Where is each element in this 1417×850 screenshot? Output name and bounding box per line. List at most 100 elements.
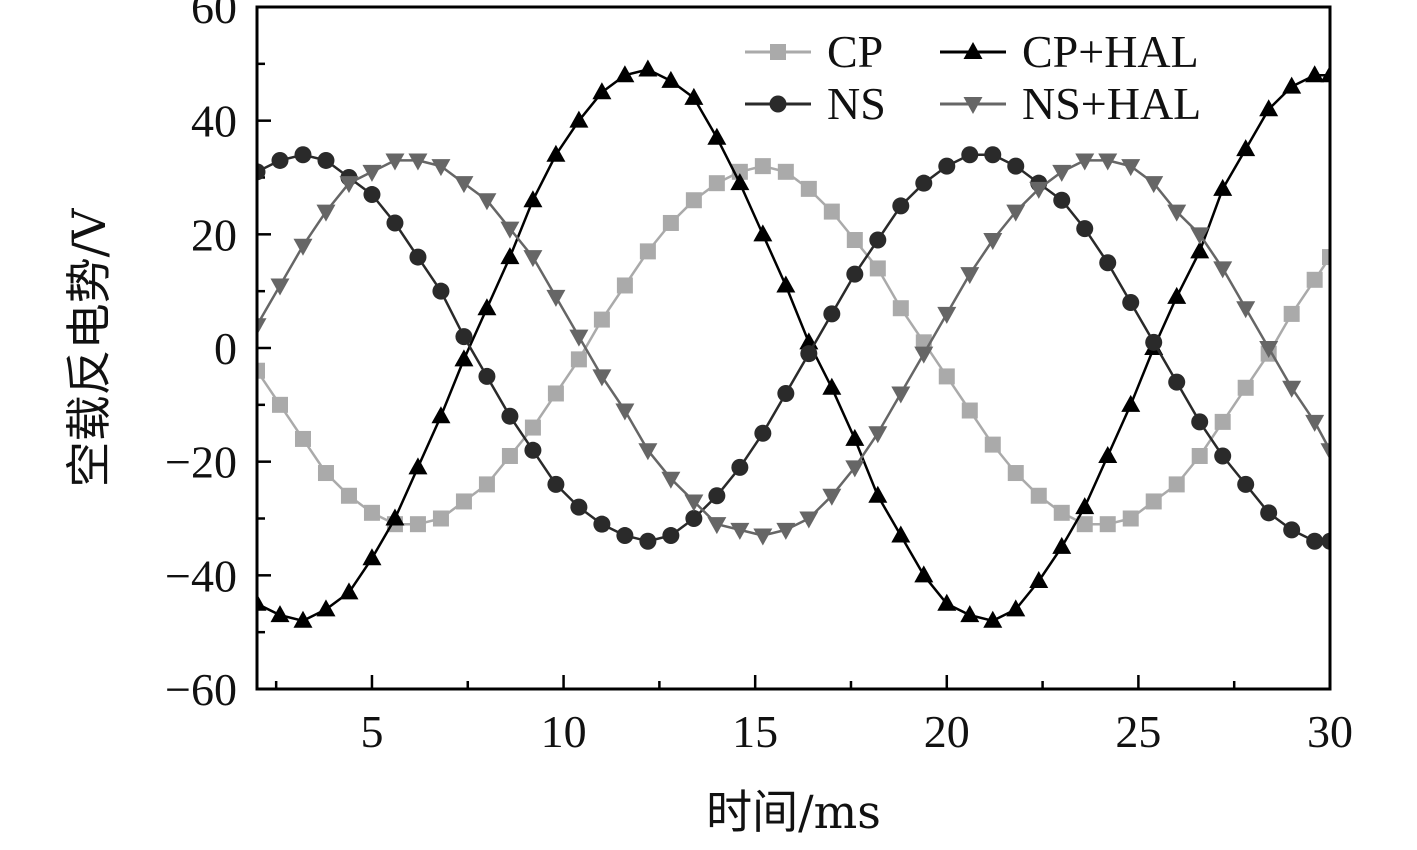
data-point-cp-hal — [1098, 445, 1118, 463]
data-point-cp — [1237, 379, 1254, 396]
data-point-cp-hal — [845, 428, 865, 446]
data-point-cp-hal — [1075, 497, 1095, 515]
data-point-cp-hal — [868, 485, 888, 503]
data-point-cp-hal — [592, 82, 612, 100]
y-tick-label: 20 — [191, 209, 237, 260]
data-point-ns — [1145, 333, 1163, 351]
data-point-cp-hal — [270, 605, 290, 623]
data-point-ns-hal — [592, 369, 612, 387]
data-point-ns — [1214, 447, 1232, 465]
legend-marker-swatch — [770, 44, 786, 60]
data-point-cp — [432, 510, 449, 527]
y-tick-label: 60 — [191, 0, 237, 33]
plot-area-frame — [255, 5, 1332, 691]
data-point-cp — [846, 232, 863, 249]
data-point-cp-hal — [1167, 286, 1187, 304]
data-point-cp-hal — [615, 65, 635, 83]
data-point-cp-hal — [1006, 599, 1026, 617]
data-point-cp-hal — [1305, 65, 1325, 83]
data-point-ns — [386, 214, 404, 232]
data-point-cp — [1099, 516, 1116, 533]
data-point-ns — [708, 487, 726, 505]
data-point-cp — [501, 447, 518, 464]
series-cp — [257, 158, 1330, 533]
data-point-cp-hal — [1320, 65, 1330, 83]
data-point-ns-hal — [454, 176, 474, 194]
x-tick-label: 30 — [1307, 706, 1353, 757]
data-point-ns — [616, 527, 634, 545]
data-point-ns-hal — [1213, 261, 1233, 279]
data-point-ns — [547, 475, 565, 493]
data-point-ns-hal — [730, 522, 750, 540]
data-point-cp-hal — [730, 173, 750, 191]
data-point-ns — [984, 146, 1002, 164]
data-point-ns-hal — [293, 238, 313, 256]
data-point-ns-hal — [1167, 204, 1187, 222]
data-point-cp — [593, 311, 610, 328]
data-point-ns — [432, 282, 450, 300]
data-point-cp-hal — [523, 190, 543, 208]
series-ns — [257, 146, 1330, 550]
data-point-ns-hal — [891, 386, 911, 404]
data-point-ns — [1099, 254, 1117, 272]
legend-label: NS+HAL — [1022, 78, 1201, 129]
data-point-cp — [938, 368, 955, 385]
data-point-ns-hal — [822, 488, 842, 506]
data-point-ns-hal — [1320, 443, 1330, 461]
data-point-ns — [455, 328, 473, 346]
data-point-ns — [777, 384, 795, 402]
data-point-ns-hal — [707, 517, 727, 535]
data-point-cp-hal — [914, 565, 934, 583]
data-point-ns-hal — [1052, 164, 1072, 182]
data-point-cp-hal — [569, 110, 589, 128]
data-point-ns-hal — [753, 528, 773, 546]
data-point-ns — [961, 146, 979, 164]
data-point-cp — [294, 430, 311, 447]
data-point-ns — [1053, 191, 1071, 209]
data-point-ns — [363, 186, 381, 204]
data-point-ns — [892, 197, 910, 215]
data-point-ns — [257, 163, 266, 181]
data-point-cp-hal — [362, 548, 382, 566]
data-point-ns — [1283, 521, 1301, 539]
data-point-cp-hal — [500, 247, 520, 265]
data-point-ns — [1007, 157, 1025, 175]
data-point-cp — [478, 476, 495, 493]
data-point-ns-hal — [638, 443, 658, 461]
data-point-cp-hal — [316, 599, 336, 617]
data-point-cp — [340, 487, 357, 504]
data-point-cp — [1191, 447, 1208, 464]
y-axis-title: 空载反电势/V — [62, 208, 116, 487]
data-point-ns-hal — [339, 176, 359, 194]
data-point-cp-hal — [638, 59, 658, 77]
data-point-cp — [869, 260, 886, 277]
legend: CP CP+HAL NS NS+HAL — [745, 26, 1201, 129]
data-point-cp — [363, 504, 380, 521]
data-point-ns-hal — [1006, 204, 1026, 222]
data-point-ns-hal — [270, 278, 290, 296]
legend-item-ns-hal: NS+HAL — [940, 78, 1201, 129]
data-point-cp — [639, 243, 656, 260]
legend-label: NS — [827, 78, 886, 129]
data-point-cp-hal — [1052, 536, 1072, 554]
x-axis-title: 时间/ms — [706, 785, 881, 839]
data-point-ns-hal — [316, 204, 336, 222]
data-point-cp — [317, 465, 334, 482]
data-point-cp — [1122, 510, 1139, 527]
data-point-cp-hal — [1213, 178, 1233, 196]
x-tick-label: 10 — [541, 706, 587, 757]
data-point-cp — [685, 192, 702, 209]
data-point-ns — [938, 157, 956, 175]
data-point-cp — [570, 351, 587, 368]
data-point-ns-hal — [845, 460, 865, 478]
data-point-cp-hal — [477, 298, 497, 316]
data-point-cp-hal — [937, 593, 957, 611]
data-point-cp — [984, 436, 1001, 453]
data-point-cp — [1007, 465, 1024, 482]
data-point-ns-hal — [776, 522, 796, 540]
legend-label: CP — [827, 26, 883, 77]
data-point-ns — [662, 527, 680, 545]
data-point-ns-hal — [408, 153, 428, 171]
data-point-cp — [409, 516, 426, 533]
